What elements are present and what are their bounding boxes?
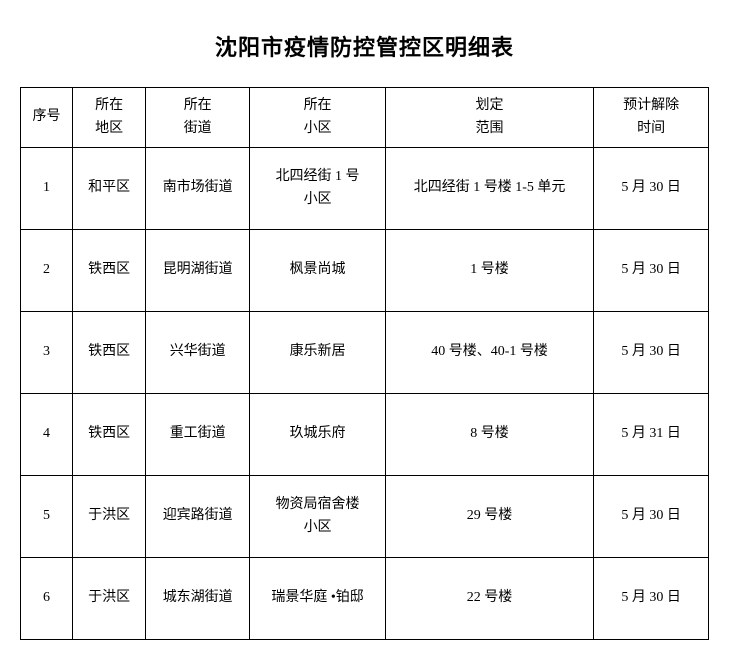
cell-scope: 1 号楼 (385, 230, 593, 312)
cell-no: 3 (21, 312, 73, 394)
cell-district: 和平区 (73, 148, 146, 230)
cell-district: 铁西区 (73, 394, 146, 476)
cell-street: 重工街道 (146, 394, 250, 476)
cell-date: 5 月 30 日 (594, 558, 709, 640)
table-row: 1和平区南市场街道北四经街 1 号小区北四经街 1 号楼 1-5 单元5 月 3… (21, 148, 709, 230)
cell-scope: 北四经街 1 号楼 1-5 单元 (385, 148, 593, 230)
cell-no: 6 (21, 558, 73, 640)
table-body: 1和平区南市场街道北四经街 1 号小区北四经街 1 号楼 1-5 单元5 月 3… (21, 148, 709, 640)
cell-street: 城东湖街道 (146, 558, 250, 640)
cell-scope: 29 号楼 (385, 476, 593, 558)
table-row: 4铁西区重工街道玖城乐府8 号楼5 月 31 日 (21, 394, 709, 476)
cell-no: 1 (21, 148, 73, 230)
cell-no: 2 (21, 230, 73, 312)
cell-area: 康乐新居 (250, 312, 386, 394)
cell-area: 枫景尚城 (250, 230, 386, 312)
cell-street: 迎宾路街道 (146, 476, 250, 558)
col-header-street: 所在街道 (146, 88, 250, 148)
cell-area: 北四经街 1 号小区 (250, 148, 386, 230)
cell-date: 5 月 30 日 (594, 476, 709, 558)
document-title: 沈阳市疫情防控管控区明细表 (20, 30, 709, 62)
cell-date: 5 月 31 日 (594, 394, 709, 476)
cell-scope: 8 号楼 (385, 394, 593, 476)
cell-date: 5 月 30 日 (594, 148, 709, 230)
cell-scope: 22 号楼 (385, 558, 593, 640)
cell-street: 兴华街道 (146, 312, 250, 394)
cell-no: 4 (21, 394, 73, 476)
cell-district: 铁西区 (73, 230, 146, 312)
table-row: 6于洪区城东湖街道瑞景华庭 •铂邸22 号楼5 月 30 日 (21, 558, 709, 640)
cell-area: 物资局宿舍楼小区 (250, 476, 386, 558)
col-header-area: 所在小区 (250, 88, 386, 148)
col-header-scope: 划定范围 (385, 88, 593, 148)
cell-date: 5 月 30 日 (594, 230, 709, 312)
cell-area: 瑞景华庭 •铂邸 (250, 558, 386, 640)
table-header-row: 序号 所在地区 所在街道 所在小区 划定范围 预计解除时间 (21, 88, 709, 148)
table-row: 3铁西区兴华街道康乐新居40 号楼、40-1 号楼5 月 30 日 (21, 312, 709, 394)
cell-district: 于洪区 (73, 558, 146, 640)
col-header-no: 序号 (21, 88, 73, 148)
cell-no: 5 (21, 476, 73, 558)
control-zone-table: 序号 所在地区 所在街道 所在小区 划定范围 预计解除时间 1和平区南市场街道北… (20, 87, 709, 640)
col-header-district: 所在地区 (73, 88, 146, 148)
cell-district: 铁西区 (73, 312, 146, 394)
cell-date: 5 月 30 日 (594, 312, 709, 394)
table-row: 5于洪区迎宾路街道物资局宿舍楼小区29 号楼5 月 30 日 (21, 476, 709, 558)
table-row: 2铁西区昆明湖街道枫景尚城1 号楼5 月 30 日 (21, 230, 709, 312)
cell-street: 昆明湖街道 (146, 230, 250, 312)
cell-scope: 40 号楼、40-1 号楼 (385, 312, 593, 394)
cell-area: 玖城乐府 (250, 394, 386, 476)
cell-district: 于洪区 (73, 476, 146, 558)
cell-street: 南市场街道 (146, 148, 250, 230)
col-header-date: 预计解除时间 (594, 88, 709, 148)
